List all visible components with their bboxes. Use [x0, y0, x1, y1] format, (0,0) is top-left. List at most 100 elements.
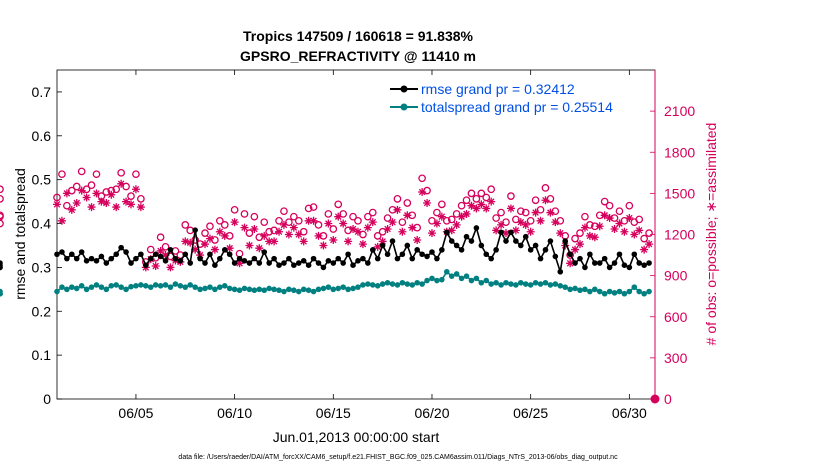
totalspread-point	[187, 282, 194, 288]
rmse-point	[577, 255, 583, 262]
possible-obs-marker	[521, 208, 530, 217]
rmse-point	[646, 260, 652, 266]
totalspread-point	[409, 282, 416, 288]
assimilated-obs-marker	[72, 198, 81, 207]
y-axis-left: 0 0.1 0.2 0.3 0.4 0.5 0.6 0.7	[32, 84, 62, 407]
assimilated-obs-marker	[620, 227, 629, 236]
assimilated-obs-marker	[265, 237, 274, 246]
totalspread-point	[468, 277, 475, 284]
totalspread-point	[310, 288, 317, 295]
rmse-point	[133, 255, 139, 262]
rmse-point	[305, 262, 312, 269]
rmse-point	[197, 255, 203, 262]
totalspread-point	[98, 284, 105, 290]
rmse-point	[256, 260, 263, 266]
rmse-point	[631, 251, 638, 258]
possible-obs-marker	[581, 212, 589, 221]
rmse-point	[103, 260, 110, 266]
rmse-point	[360, 255, 366, 262]
rmse-point	[439, 247, 445, 253]
assimilated-obs-marker	[57, 216, 66, 225]
rmse-point	[340, 260, 346, 266]
totalspread-point	[147, 284, 154, 290]
chart-title-line1: Tropics 147509 / 160618 = 91.838%	[243, 28, 474, 44]
possible-obs-marker	[645, 229, 653, 237]
rmse-point	[207, 251, 213, 258]
possible-obs-marker	[576, 229, 584, 237]
possible-obs-marker	[507, 192, 515, 200]
assimilated-obs-marker	[497, 220, 506, 229]
totalspread-point	[453, 271, 460, 277]
totalspread-point	[231, 286, 238, 293]
totalspread-point	[355, 284, 361, 290]
totalspread-point	[582, 286, 588, 293]
possible-obs-marker	[472, 195, 481, 203]
y-left-tick-label: 0.3	[32, 259, 52, 275]
totalspread-point	[325, 284, 332, 290]
possible-obs-marker	[605, 201, 614, 210]
assimilated-obs-marker	[477, 200, 486, 209]
possible-obs-marker	[112, 185, 121, 194]
rmse-point	[108, 255, 115, 262]
x-tick-label: 06/15	[316, 405, 351, 421]
rmse-point	[365, 260, 371, 266]
totalspread-point	[473, 275, 480, 282]
totalspread-point	[360, 282, 366, 288]
rmse-point	[473, 225, 480, 231]
totalspread-point	[463, 273, 470, 279]
assimilated-obs-marker	[373, 242, 382, 251]
totalspread-point	[88, 284, 95, 290]
possible-obs-marker	[541, 184, 550, 192]
totalspread-point	[212, 286, 218, 293]
assimilated-obs-marker	[107, 190, 116, 199]
totalspread-point	[93, 282, 100, 288]
possible-obs-marker	[586, 221, 594, 229]
possible-obs-marker	[363, 212, 372, 221]
assimilated-obs-marker	[531, 208, 540, 217]
y-left-tick-label: 0.5	[32, 172, 52, 188]
assimilated-obs-marker	[447, 226, 456, 235]
possible-obs-marker	[536, 205, 545, 214]
rmse-point	[73, 255, 80, 262]
assimilated-obs-marker	[576, 240, 584, 249]
assimilated-obs-marker	[122, 197, 131, 206]
possible-obs-marker	[63, 201, 71, 210]
possible-obs-marker	[181, 221, 190, 229]
totalspread-point	[434, 277, 440, 284]
possible-obs-marker	[72, 182, 81, 191]
possible-obs-marker	[260, 218, 269, 227]
y-left-tick-label: 0	[43, 391, 51, 407]
totalspread-point	[626, 288, 633, 295]
possible-obs-marker	[0, 219, 4, 228]
totalspread-point	[498, 282, 504, 288]
totalspread-point	[493, 279, 499, 286]
rmse-point	[394, 255, 401, 262]
assimilated-obs-marker	[432, 219, 441, 228]
totalspread-point	[221, 283, 228, 289]
possible-obs-marker	[230, 205, 239, 214]
totalspread-point	[226, 285, 233, 292]
assimilated-obs-marker	[230, 218, 239, 227]
assimilated-obs-marker	[378, 237, 387, 246]
totalspread-point	[448, 273, 455, 279]
possible-obs-marker	[245, 229, 254, 237]
totalspread-point	[552, 281, 559, 287]
totalspread-point	[167, 284, 174, 290]
rmse-point	[113, 251, 120, 258]
totalspread-point	[488, 281, 494, 287]
rmse-point	[503, 238, 509, 244]
possible-obs-marker	[571, 234, 579, 243]
possible-obs-marker	[191, 236, 200, 244]
possible-obs-marker	[87, 181, 96, 189]
totalspread-point	[557, 283, 564, 289]
rmse-point	[261, 249, 268, 255]
totalspread-point	[133, 283, 139, 289]
assimilated-obs-marker	[398, 227, 407, 236]
totalspread-point	[276, 287, 282, 294]
y-left-tick-label: 0.2	[32, 303, 52, 319]
totalspread-point	[291, 287, 297, 294]
totalspread-point	[513, 282, 519, 288]
legend: rmse grand pr = 0.32412 totalspread gran…	[384, 78, 648, 118]
possible-obs-marker	[373, 232, 382, 240]
rmse-point	[0, 260, 3, 266]
